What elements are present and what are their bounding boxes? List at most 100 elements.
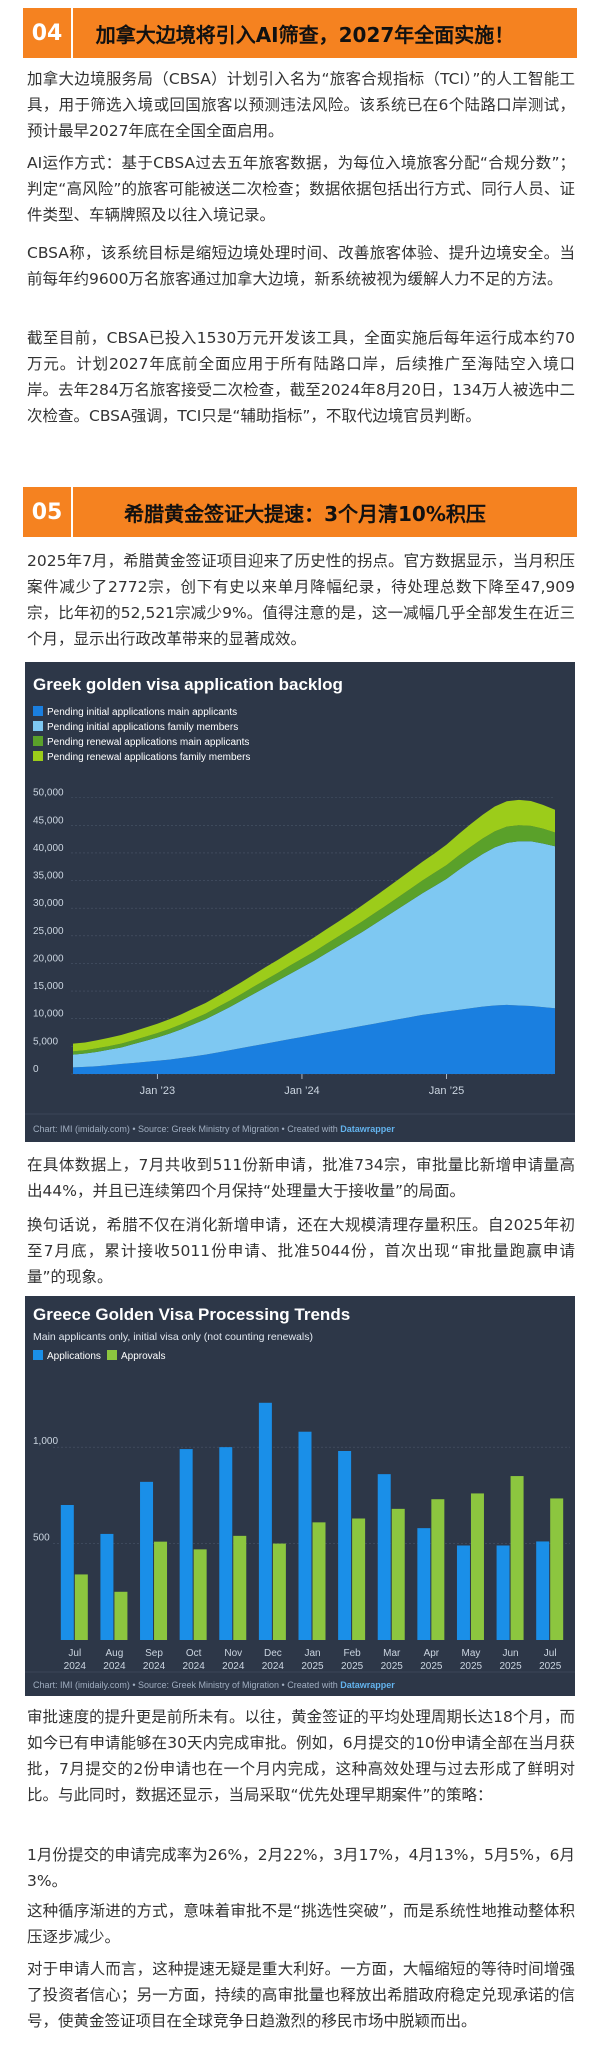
- legend-label: Pending renewal applications family memb…: [47, 752, 250, 763]
- legend-swatch: [33, 721, 43, 731]
- bar-approvals: [391, 1508, 405, 1640]
- footer-tool: Datawrapper: [340, 1124, 395, 1134]
- x-tick-label: Sep 2024: [143, 1648, 166, 1672]
- area-series-2: [73, 841, 555, 1068]
- bar-approvals: [550, 1498, 564, 1640]
- section-number: 05: [23, 487, 73, 537]
- processing-trends-chart: Greece Golden Visa Processing Trends Main…: [25, 1296, 575, 1696]
- legend-label: Approvals: [121, 1351, 165, 1362]
- bar-applications: [377, 1474, 391, 1640]
- y-tick-label: 20,000: [33, 953, 64, 964]
- bar-applications: [338, 1451, 352, 1640]
- x-tick-label: Apr 2025: [420, 1648, 443, 1672]
- x-tick-label: Nov 2024: [222, 1648, 245, 1672]
- footer-tool: Datawrapper: [340, 1680, 395, 1690]
- bar-approvals: [233, 1535, 247, 1640]
- paragraph: 2025年7月，希腊黄金签证项目迎来了历史性的拐点。官方数据显示，当月积压案件减…: [27, 552, 575, 648]
- backlog-chart-svg: Greek golden visa application backlog Pen…: [25, 675, 575, 1134]
- legend-label: Pending initial applications main applic…: [47, 707, 237, 718]
- legend-swatch: [33, 706, 43, 716]
- section-05-header: 05 希腊黄金签证大提速：3个月清10%积压: [23, 487, 577, 537]
- y-tick-label: 500: [33, 1533, 50, 1544]
- y-tick-label: 45,000: [33, 815, 64, 826]
- paragraph: 这种循序渐进的方式，意味着审批不是“挑选性突破”，而是系统性地推动整体积压逐步减…: [27, 1902, 575, 1946]
- bar-applications: [219, 1447, 233, 1640]
- area-series-3: [73, 825, 555, 1055]
- legend-label: Applications: [47, 1351, 101, 1362]
- legend-swatch: [107, 1350, 117, 1360]
- y-tick-label: 25,000: [33, 926, 64, 937]
- x-tick-label: Oct 2024: [183, 1648, 206, 1672]
- legend-swatch: [33, 1350, 43, 1360]
- x-tick-label: Jun 2025: [499, 1648, 522, 1672]
- y-tick-label: 50,000: [33, 788, 64, 799]
- chart-subtitle: Main applicants only, initial visa only …: [33, 1331, 313, 1343]
- paragraph: AI运作方式：基于CBSA过去五年旅客数据，为每位入境旅客分配“合规分数”；判定…: [27, 154, 575, 224]
- x-tick-label: Dec 2024: [262, 1648, 285, 1672]
- footer-source: Chart: IMI (imidaily.com) • Source: Gree…: [33, 1680, 340, 1690]
- bar-approvals: [431, 1499, 445, 1640]
- area-series-1: [73, 1004, 555, 1074]
- x-tick-label: Jan 2025: [301, 1648, 324, 1672]
- chart-footer: Chart: IMI (imidaily.com) • Source: Gree…: [33, 1680, 395, 1690]
- bar-applications: [179, 1449, 193, 1640]
- bar-approvals: [510, 1476, 524, 1640]
- y-tick-label: 35,000: [33, 871, 64, 882]
- x-tick-label: Mar 2025: [381, 1648, 404, 1672]
- paragraph: 换句话说，希腊不仅在消化新增申请，还在大规模清理存量积压。自2025年初至7月底…: [27, 1216, 575, 1286]
- section-number: 04: [23, 8, 73, 58]
- paragraph: 1月份提交的申请完成率为26%，2月22%，3月17%，4月13%，5月5%，6…: [27, 1846, 575, 1890]
- paragraph: 加拿大边境服务局（CBSA）计划引入名为“旅客合规指标（TCI）”的人工智能工具…: [27, 70, 575, 140]
- chart-title: Greece Golden Visa Processing Trends: [33, 1305, 350, 1324]
- y-tick-label: 15,000: [33, 981, 64, 992]
- legend-swatch: [33, 736, 43, 746]
- legend-label: Pending initial applications family memb…: [47, 722, 238, 733]
- paragraph: 对于申请人而言，这种提速无疑是重大利好。一方面，大幅缩短的等待时间增强了投资者信…: [27, 1960, 575, 2030]
- x-tick-label: Jul 2025: [539, 1648, 562, 1672]
- x-tick-label: Jan ’23: [140, 1085, 175, 1097]
- x-tick-label: Feb 2025: [341, 1648, 364, 1672]
- bar-applications: [417, 1528, 431, 1640]
- bar-applications: [536, 1541, 550, 1640]
- chart-title: Greek golden visa application backlog: [33, 675, 343, 694]
- y-tick-label: 0: [33, 1064, 39, 1075]
- backlog-chart: Greek golden visa application backlog Pen…: [25, 662, 575, 1142]
- bar-approvals: [114, 1591, 128, 1640]
- paragraph: 截至目前，CBSA已投入1530万元开发该工具，全面实施后每年运行成本约70万元…: [27, 329, 575, 425]
- y-tick-label: 5,000: [33, 1036, 58, 1047]
- bar-applications: [298, 1431, 312, 1640]
- bar-approvals: [312, 1522, 326, 1640]
- area-series-4: [73, 799, 555, 1052]
- y-tick-label: 1,000: [33, 1436, 58, 1447]
- bar-applications: [258, 1402, 272, 1640]
- bar-approvals: [470, 1493, 484, 1640]
- y-tick-label: 40,000: [33, 843, 64, 854]
- chart-footer: Chart: IMI (imidaily.com) • Source: Gree…: [33, 1124, 395, 1134]
- bar-approvals: [352, 1518, 366, 1640]
- x-tick-label: Jan ’25: [429, 1085, 464, 1097]
- bar-approvals: [272, 1543, 286, 1640]
- bar-applications: [100, 1533, 114, 1640]
- x-tick-label: Jul 2024: [64, 1648, 87, 1672]
- paragraph: 审批速度的提升更是前所未有。以往，黄金签证的平均处理周期长达18个月，而如今已有…: [27, 1708, 575, 1804]
- footer-source: Chart: IMI (imidaily.com) • Source: Gree…: [33, 1124, 340, 1134]
- bar-applications: [140, 1481, 154, 1640]
- bar-approvals: [193, 1549, 207, 1640]
- bar-approvals: [154, 1541, 168, 1640]
- legend-swatch: [33, 751, 43, 761]
- legend-label: Pending renewal applications main applic…: [47, 737, 249, 748]
- y-tick-label: 10,000: [33, 1009, 64, 1020]
- x-tick-label: Aug 2024: [103, 1648, 126, 1672]
- section-04-header: 04 加拿大边境将引入AI筛查，2027年全面实施！: [23, 8, 577, 58]
- processing-trends-chart-svg: Greece Golden Visa Processing Trends Main…: [25, 1305, 575, 1690]
- x-tick-label: May 2025: [460, 1648, 483, 1672]
- bar-approvals: [74, 1574, 88, 1640]
- x-tick-label: Jan ’24: [284, 1085, 319, 1097]
- bar-applications: [456, 1545, 470, 1640]
- section-title: 加拿大边境将引入AI筛查，2027年全面实施！: [95, 22, 515, 47]
- y-tick-label: 30,000: [33, 898, 64, 909]
- section-title: 希腊黄金签证大提速：3个月清10%积压: [124, 501, 486, 526]
- bar-applications: [60, 1505, 74, 1640]
- paragraph: 在具体数据上，7月共收到511份新申请，批准734宗，审批量比新增申请量高出44…: [27, 1156, 575, 1200]
